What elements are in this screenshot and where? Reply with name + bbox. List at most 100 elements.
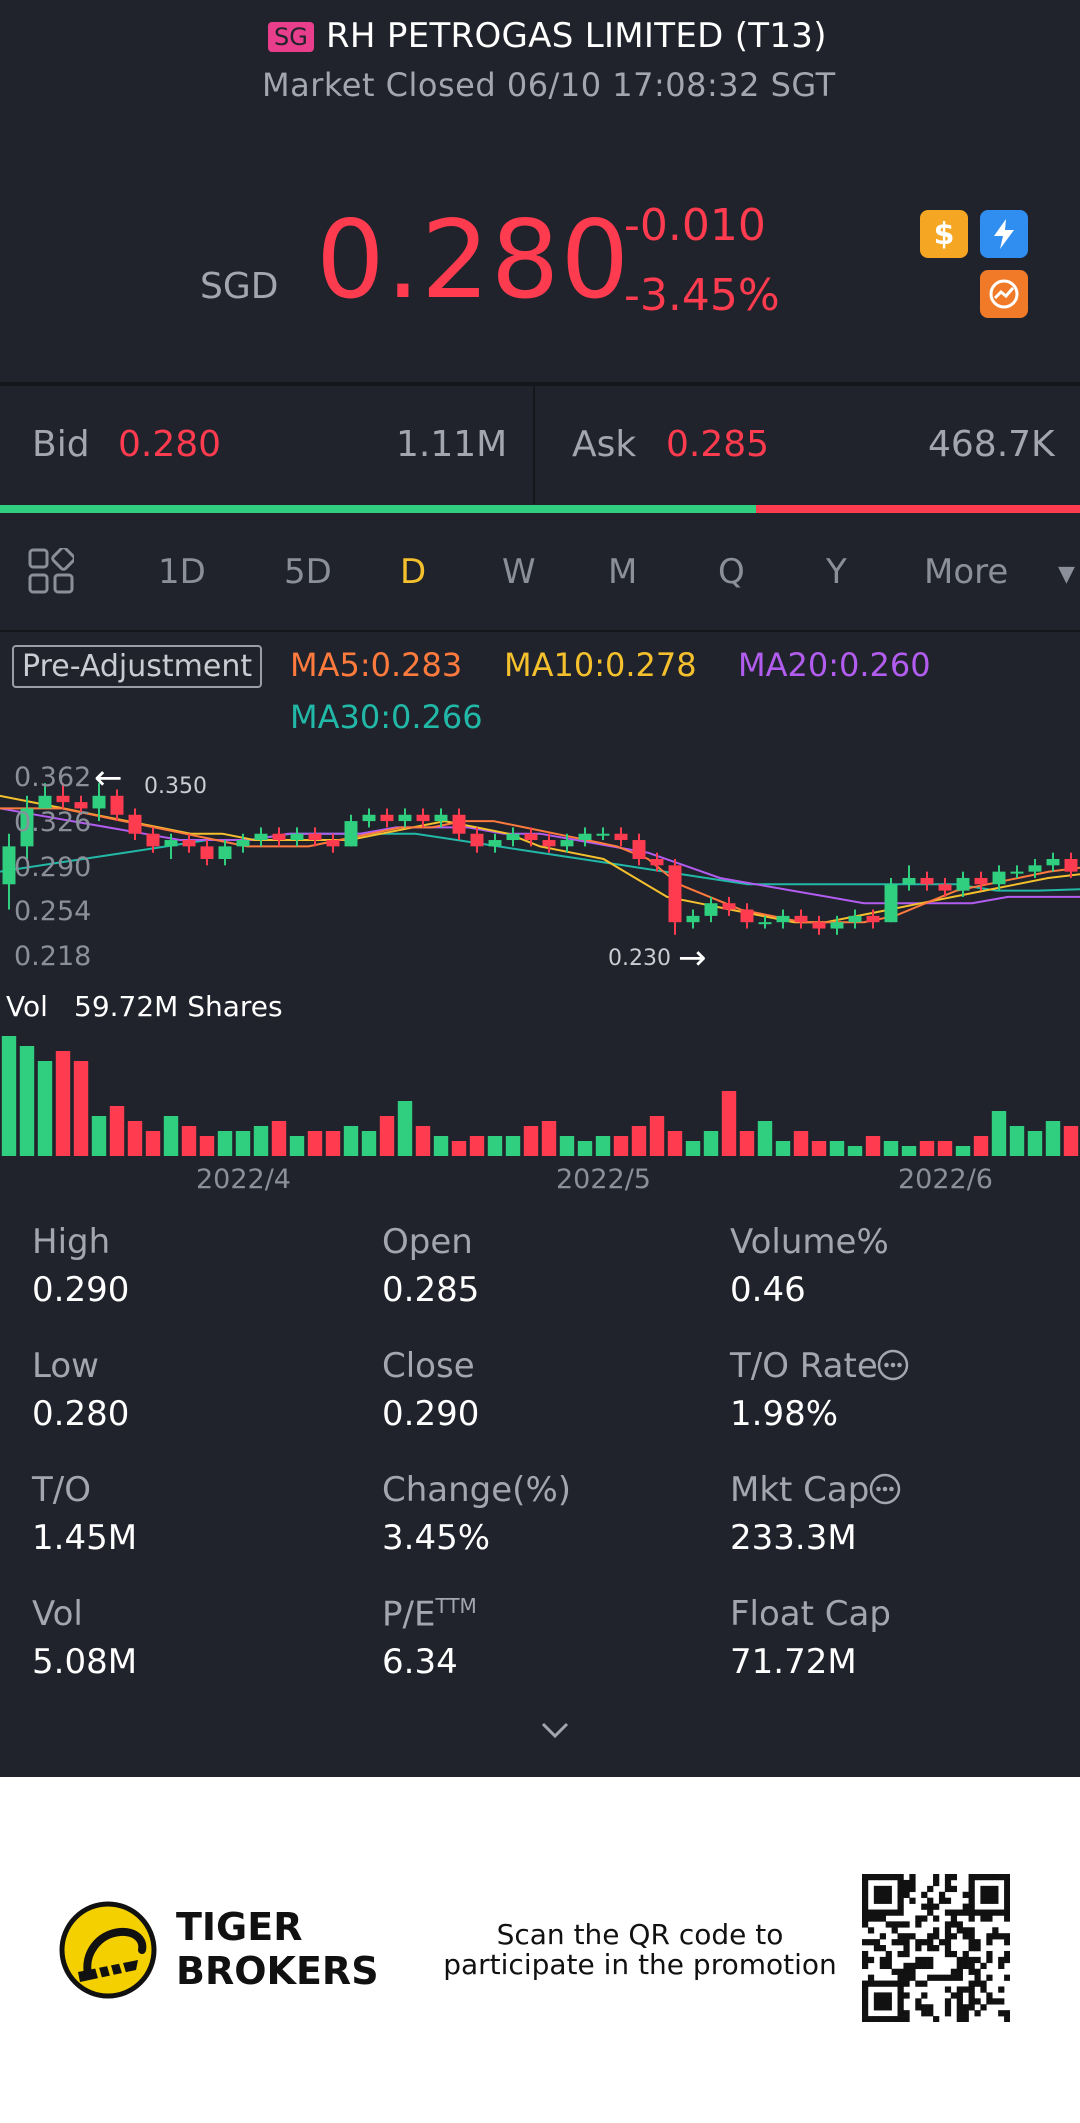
qr-module [909, 1974, 916, 1981]
volume-bar [307, 1131, 323, 1156]
brand-line1: TIGER [176, 1905, 303, 1949]
candle-body [362, 814, 376, 822]
page-title: RH PETROGAS LIMITED (T13) [326, 16, 827, 56]
qr-module [879, 1992, 886, 1999]
candle-body [848, 915, 862, 923]
qr-module [897, 2010, 904, 2017]
qr-module [962, 2016, 969, 2022]
volume-chart[interactable] [0, 1032, 1080, 1156]
caret-down-icon[interactable]: ▼ [1058, 562, 1075, 587]
stat-value: 233.3M [730, 1518, 857, 1558]
qr-module [968, 1915, 975, 1922]
volume-bar [217, 1131, 233, 1156]
qr-module [950, 1968, 958, 1975]
stat-label: P/ETTM [382, 1594, 477, 1634]
volume-bar [595, 1136, 611, 1156]
qr-module [873, 1939, 881, 1946]
volume-bar [1009, 1126, 1025, 1156]
pre-adjustment-toggle[interactable]: Pre-Adjustment [12, 645, 263, 688]
tab-y[interactable]: Y [826, 552, 847, 592]
stat-label: Mkt Cap [730, 1470, 870, 1510]
candle-body [560, 840, 574, 847]
qr-module [986, 1950, 993, 1958]
qr-module [862, 1885, 869, 1893]
qr-module [950, 1950, 958, 1958]
qr-module [862, 1891, 869, 1898]
qr-module [897, 1980, 904, 1987]
low-marker: 0.230 [608, 946, 671, 971]
qr-module [1004, 1915, 1010, 1922]
qr-module [956, 1992, 963, 1999]
stat-value: 1.98% [730, 1394, 839, 1434]
dollar-icon[interactable]: $ [920, 210, 968, 258]
candle-body [614, 833, 628, 841]
qr-module [862, 1897, 869, 1904]
qr-module [885, 1992, 892, 1999]
qr-module [986, 1974, 993, 1981]
candle-body [776, 915, 790, 923]
tab-1d[interactable]: 1D [158, 552, 206, 592]
volume-bar [667, 1131, 683, 1156]
qr-module [885, 1874, 892, 1881]
volume-bar [577, 1141, 593, 1156]
tab-5d[interactable]: 5D [284, 552, 332, 592]
qr-module [944, 1998, 952, 2005]
qr-module [873, 1909, 881, 1916]
candlestick-chart[interactable] [0, 750, 1080, 980]
tab-d[interactable]: D [400, 552, 427, 592]
volume-bar [757, 1121, 773, 1156]
stat-value: 0.290 [382, 1394, 480, 1434]
qr-module [968, 1927, 975, 1934]
qr-module [909, 1962, 916, 1970]
qr-module [992, 1891, 999, 1898]
candle-body [506, 833, 520, 841]
stat-label: Vol [32, 1594, 83, 1634]
qr-module [944, 1939, 952, 1946]
qr-module [862, 1992, 869, 1999]
qr-module [897, 1950, 904, 1958]
qr-module [998, 1933, 1005, 1940]
volume-bar [487, 1136, 503, 1156]
qr-module [927, 2010, 934, 2017]
flash-icon[interactable] [980, 210, 1028, 258]
bid-price: 0.280 [118, 424, 222, 465]
qr-module [897, 1933, 904, 1940]
more-info-icon[interactable] [876, 1348, 910, 1382]
qr-module [1004, 1950, 1010, 1958]
candle-body [974, 877, 988, 885]
qr-module [980, 1891, 987, 1898]
candle-body [488, 840, 502, 847]
qr-module [998, 1962, 1005, 1970]
volume-bar [145, 1131, 161, 1156]
tab-more[interactable]: More [924, 552, 1009, 592]
volume-bar [361, 1131, 377, 1156]
stat-label: Low [32, 1346, 99, 1386]
qr-module [974, 1939, 981, 1946]
qr-module [974, 1874, 981, 1881]
candle-body [146, 833, 160, 847]
volume-bar [19, 1046, 35, 1156]
candle-body [254, 833, 268, 841]
qr-module [891, 1980, 898, 1987]
tab-q[interactable]: Q [718, 552, 745, 592]
qr-module [915, 1939, 922, 1946]
qr-module [933, 1945, 940, 1952]
arrow-left-icon: ← [94, 758, 123, 798]
grid-layout-icon[interactable] [28, 546, 76, 594]
qr-module [873, 1891, 881, 1898]
qr-module [1004, 1909, 1010, 1916]
qr-module [956, 2016, 963, 2022]
more-info-icon[interactable] [868, 1472, 902, 1506]
tab-m[interactable]: M [608, 552, 638, 592]
qr-module [956, 1986, 963, 1993]
y-tick: 0.254 [14, 896, 92, 927]
volume-bar [451, 1141, 467, 1156]
promo-text-line2: participate in the promotion [443, 1948, 837, 1981]
bid-size: 1.11M [396, 424, 508, 465]
qr-module [867, 1927, 875, 1934]
expand-chevron-icon[interactable] [538, 1718, 572, 1742]
qr-module [968, 1903, 975, 1910]
qr-module [980, 1915, 987, 1922]
tab-w[interactable]: W [502, 552, 536, 592]
trend-icon[interactable] [980, 270, 1028, 318]
